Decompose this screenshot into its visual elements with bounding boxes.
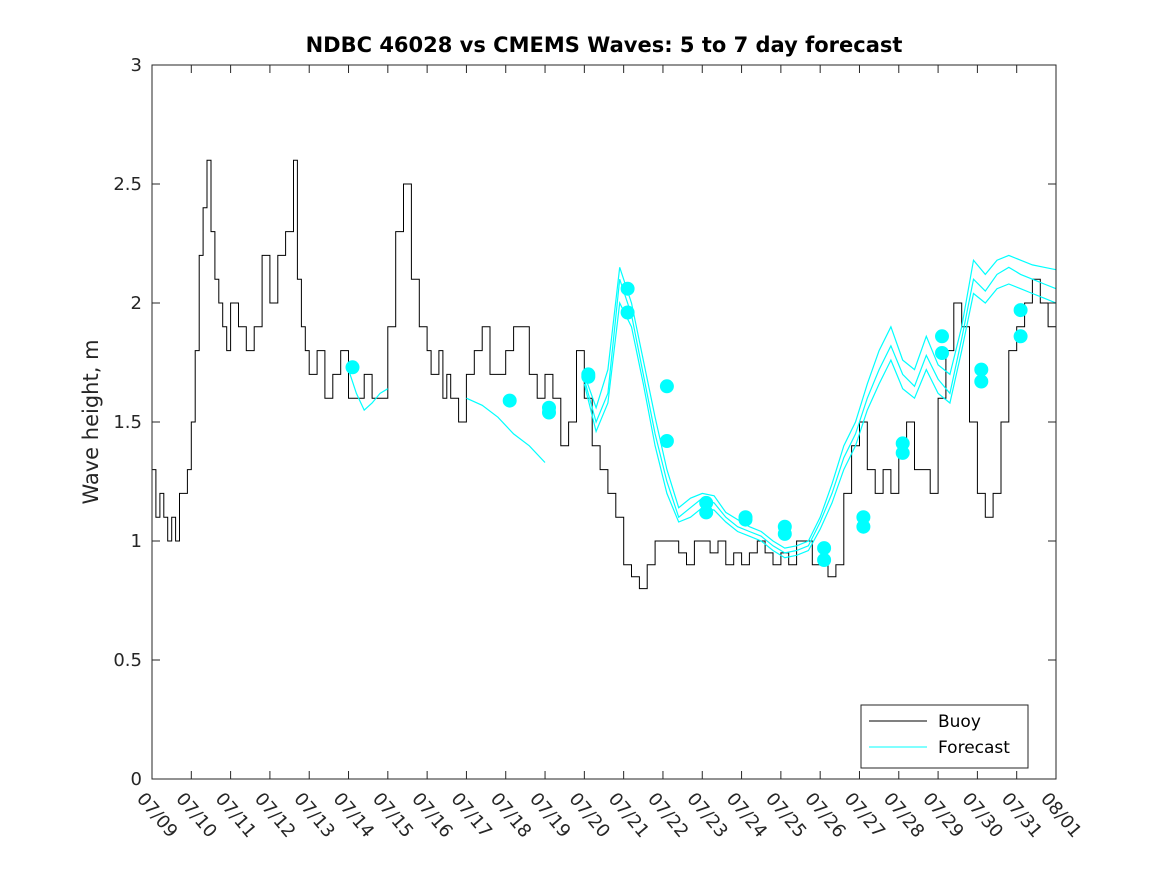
forecast-marker xyxy=(935,346,949,360)
forecast-line-0 xyxy=(347,369,389,412)
buoy-series xyxy=(152,159,1057,590)
forecast-marker xyxy=(817,553,832,567)
y-axis: 0 0.5 1 1.5 2 2.5 3 xyxy=(113,55,1056,790)
y-axis-label: Wave height, m xyxy=(79,339,103,504)
forecast-marker xyxy=(817,541,832,556)
forecast-line-3 xyxy=(583,254,1057,549)
forecast-series xyxy=(347,254,1057,559)
plot-background xyxy=(152,65,1056,779)
chart-title: NDBC 46028 vs CMEMS Waves: 5 to 7 day fo… xyxy=(306,33,903,57)
buoy-line xyxy=(152,159,1057,590)
forecast-marker xyxy=(542,405,556,420)
y-tick-label: 2 xyxy=(131,293,142,314)
legend-forecast-label: Forecast xyxy=(938,738,1010,758)
forecast-marker xyxy=(620,281,635,296)
forecast-marker xyxy=(777,526,792,541)
forecast-marker xyxy=(659,434,674,448)
forecast-marker xyxy=(1013,329,1028,344)
y-tick-label: 1.5 xyxy=(113,412,142,433)
y-tick-label: 0 xyxy=(131,769,142,790)
forecast-markers xyxy=(345,281,1028,567)
forecast-marker xyxy=(1013,303,1028,318)
forecast-marker xyxy=(935,329,949,344)
forecast-marker xyxy=(581,367,596,382)
forecast-marker xyxy=(699,505,714,520)
forecast-line-4 xyxy=(583,283,1057,559)
forecast-marker xyxy=(659,379,674,394)
forecast-marker xyxy=(856,519,871,534)
forecast-marker xyxy=(974,374,989,389)
forecast-line-2 xyxy=(583,266,1057,554)
forecast-marker xyxy=(620,305,635,320)
y-tick-label: 2.5 xyxy=(113,174,142,195)
forecast-marker xyxy=(345,360,360,375)
plot-area xyxy=(151,64,1057,780)
y-tick-label: 1 xyxy=(131,531,142,552)
forecast-marker xyxy=(502,393,517,408)
forecast-line-1 xyxy=(466,397,546,463)
y-tick-label: 0.5 xyxy=(113,650,142,671)
legend-box xyxy=(860,704,1029,769)
forecast-marker xyxy=(895,445,910,460)
forecast-marker xyxy=(974,362,989,377)
y-tick-label: 3 xyxy=(131,55,142,76)
legend: Buoy Forecast xyxy=(860,704,1029,769)
forecast-marker xyxy=(738,512,753,527)
legend-buoy-label: Buoy xyxy=(938,712,981,732)
